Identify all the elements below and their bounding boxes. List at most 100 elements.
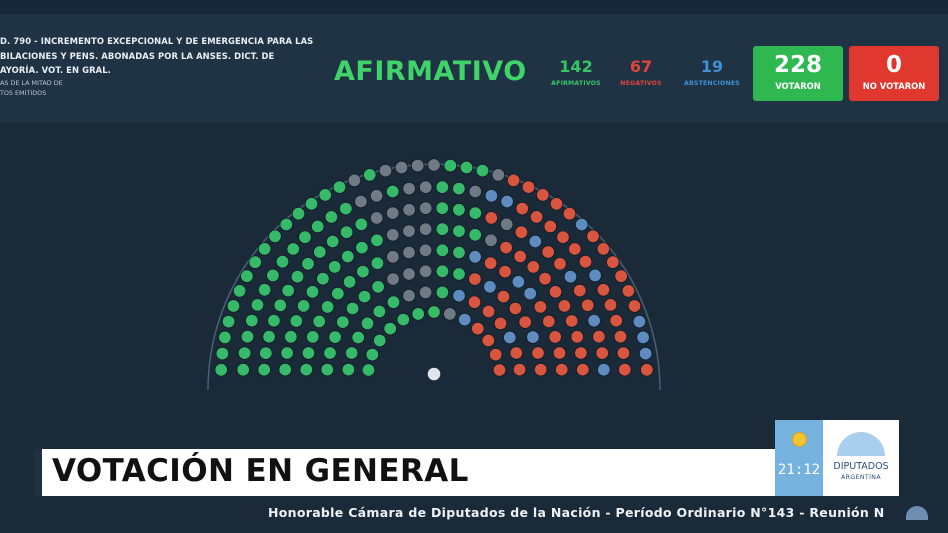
seat-afirmativo	[298, 230, 312, 244]
seat-negativo	[592, 330, 606, 344]
seat-empty	[419, 180, 433, 194]
afirmativos-label: AFIRMATIVOS	[551, 80, 601, 87]
seat-abstencion	[632, 314, 647, 329]
diputados-logo: DIPUTADOS ARGENTINA	[823, 420, 899, 496]
seat-abstencion	[500, 194, 514, 209]
seat-afirmativo	[318, 188, 332, 202]
seat-negativo	[621, 284, 636, 298]
seat-afirmativo	[324, 210, 339, 224]
seat-afirmativo	[257, 363, 271, 377]
seat-empty	[402, 267, 416, 281]
seat-afirmativo	[262, 330, 276, 344]
seat-negativo	[573, 283, 587, 298]
seat-negativo	[596, 283, 611, 297]
seat-empty	[411, 158, 425, 173]
seat-afirmativo	[240, 269, 254, 283]
seat-negativo	[518, 315, 532, 329]
seat-afirmativo	[304, 197, 319, 211]
seat-empty	[394, 160, 409, 175]
seat-afirmativo	[257, 283, 272, 297]
seat-negativo	[512, 362, 527, 377]
seat-afirmativo	[396, 312, 411, 327]
seat-afirmativo	[226, 299, 241, 313]
seat-negativo	[471, 321, 485, 336]
seat-negativo	[606, 255, 620, 269]
seat-afirmativo	[370, 233, 384, 248]
seat-afirmativo	[435, 180, 450, 194]
seat-abstencion	[458, 312, 472, 327]
seat-afirmativo	[373, 333, 387, 348]
seat-empty	[468, 184, 483, 199]
seat-negativo	[531, 346, 545, 360]
seat-negativo	[552, 346, 567, 360]
seat-afirmativo	[306, 330, 320, 344]
seat-negativo	[526, 260, 541, 274]
seat-negativo	[533, 300, 548, 314]
seat-empty	[386, 250, 400, 264]
seat-abstencion	[484, 189, 499, 203]
motion-line-1: D. 790 - INCREMENTO EXCEPCIONAL Y DE EME…	[0, 36, 314, 46]
seat-abstencion	[638, 346, 653, 361]
seat-negativo	[548, 330, 562, 344]
seat-afirmativo	[215, 346, 230, 361]
abstenciones-label: ABSTENCIONES	[684, 80, 740, 87]
seat-afirmativo	[284, 330, 298, 344]
seat-afirmativo	[273, 298, 288, 313]
seat-negativo	[548, 285, 563, 299]
seat-afirmativo	[475, 163, 490, 178]
seat-negativo	[521, 180, 536, 194]
abstenciones-value: 19	[700, 57, 724, 76]
seat-afirmativo	[232, 284, 247, 298]
president-seat	[427, 367, 441, 381]
seat-afirmativo	[468, 228, 482, 242]
seat-negativo	[467, 295, 482, 309]
seat-negativo	[603, 298, 618, 312]
seat-afirmativo	[245, 313, 259, 328]
seat-afirmativo	[305, 285, 320, 299]
seat-negativo	[509, 346, 524, 360]
seat-negativo	[499, 240, 513, 255]
seat-afirmativo	[267, 314, 281, 328]
seat-afirmativo	[301, 346, 316, 360]
seat-negativo	[595, 346, 609, 360]
seat-empty	[402, 203, 416, 217]
seat-afirmativo	[383, 321, 397, 336]
negativos-label: NEGATIVOS	[620, 80, 662, 87]
seat-afirmativo	[452, 224, 466, 238]
seat-afirmativo	[289, 314, 304, 328]
seat-empty	[347, 173, 362, 188]
seat-afirmativo	[341, 249, 355, 264]
seat-negativo	[493, 316, 508, 331]
seat-afirmativo	[452, 203, 466, 217]
seat-negativo	[557, 299, 572, 313]
seat-negativo	[574, 346, 588, 360]
seat-negativo	[513, 249, 527, 264]
vote-summary-bar: D. 790 - INCREMENTO EXCEPCIONAL Y DE EME…	[0, 0, 948, 122]
seat-afirmativo	[248, 255, 262, 269]
seat-afirmativo	[435, 222, 450, 236]
seat-afirmativo	[435, 285, 450, 300]
seat-abstencion	[575, 217, 589, 232]
seat-afirmativo	[435, 264, 450, 279]
seat-negativo	[536, 188, 550, 202]
seat-empty	[378, 163, 393, 178]
afirmativos-value: 142	[559, 57, 593, 76]
seat-negativo	[586, 229, 600, 244]
seat-empty	[418, 243, 433, 258]
seat-afirmativo	[459, 160, 474, 175]
seat-afirmativo	[452, 181, 466, 196]
no-votaron-value: 0	[885, 52, 902, 78]
seat-afirmativo	[236, 363, 250, 377]
seat-empty	[386, 228, 400, 242]
seat-afirmativo	[237, 346, 252, 360]
motion-line-2: BILACIONES Y PENS. ABONADAS POR LA ANSES…	[0, 50, 275, 61]
seat-afirmativo	[332, 180, 347, 194]
abstenciones-count: 19 ABSTENCIONES	[678, 56, 746, 90]
seat-negativo	[576, 362, 590, 377]
seat-negativo	[556, 230, 570, 244]
seat-negativo	[614, 269, 628, 283]
seat-abstencion	[563, 270, 578, 284]
seat-negativo	[534, 362, 548, 377]
seat-empty	[418, 264, 433, 279]
seat-negativo	[549, 197, 564, 211]
